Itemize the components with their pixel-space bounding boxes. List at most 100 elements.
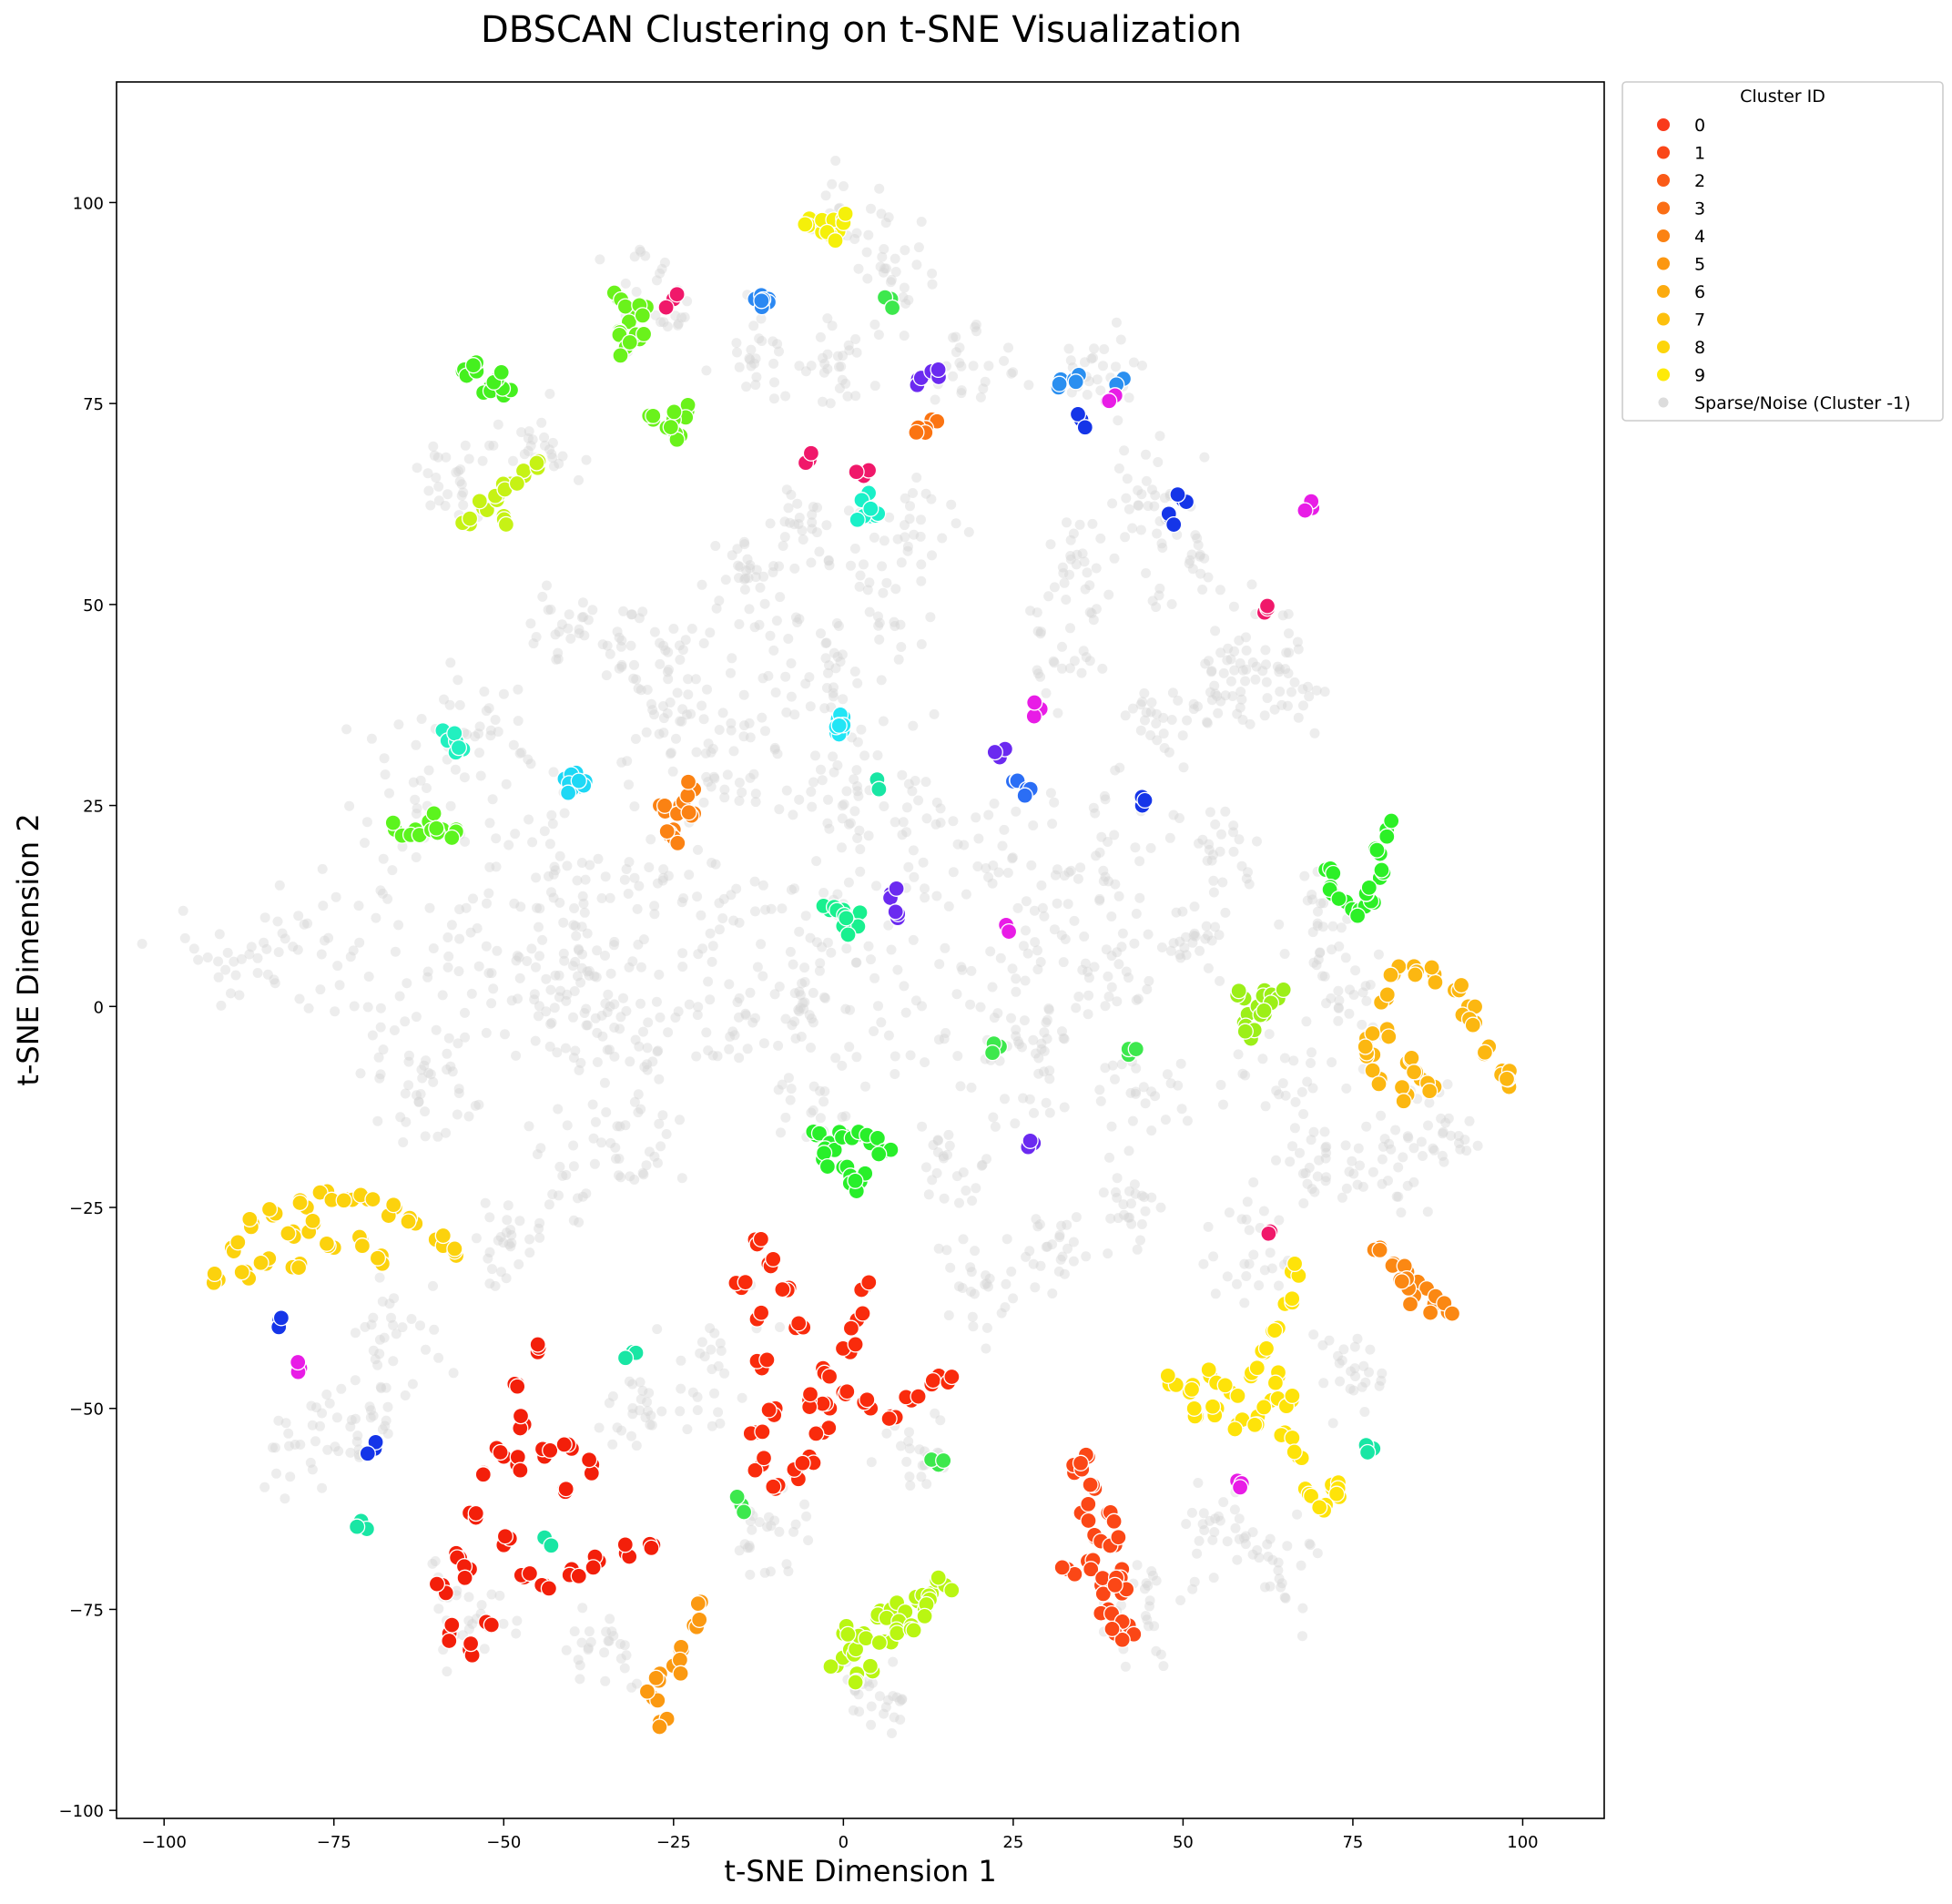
noise-point bbox=[1320, 1176, 1331, 1186]
noise-point bbox=[1314, 1155, 1325, 1166]
noise-point bbox=[890, 1069, 900, 1079]
noise-point bbox=[311, 1402, 321, 1413]
noise-point bbox=[574, 1064, 585, 1075]
noise-point bbox=[513, 993, 523, 1004]
noise-point bbox=[909, 871, 920, 882]
noise-point bbox=[668, 624, 679, 634]
noise-point bbox=[1000, 1302, 1011, 1313]
noise-point bbox=[563, 623, 574, 634]
noise-point bbox=[1210, 819, 1221, 830]
noise-point bbox=[188, 943, 199, 954]
noise-point bbox=[581, 1020, 592, 1031]
noise-point bbox=[1052, 864, 1062, 875]
noise-point bbox=[963, 526, 974, 537]
noise-point bbox=[1277, 610, 1288, 621]
noise-point bbox=[605, 968, 616, 979]
noise-point bbox=[1247, 1549, 1258, 1560]
noise-point bbox=[726, 725, 737, 736]
cluster-point bbox=[497, 515, 515, 534]
noise-point bbox=[1141, 449, 1151, 460]
cluster-point bbox=[1069, 405, 1087, 423]
noise-point bbox=[413, 1096, 424, 1107]
noise-point bbox=[1235, 687, 1246, 697]
cluster-point bbox=[318, 1235, 336, 1252]
noise-point bbox=[375, 885, 386, 896]
noise-point bbox=[1215, 1080, 1226, 1090]
cluster-point bbox=[474, 1466, 492, 1483]
noise-point bbox=[796, 1032, 807, 1042]
noise-point bbox=[600, 871, 611, 882]
cluster-point bbox=[1296, 502, 1314, 519]
noise-point bbox=[795, 990, 806, 1001]
noise-point bbox=[981, 863, 991, 873]
noise-point bbox=[647, 1056, 658, 1067]
cluster-point bbox=[1383, 812, 1400, 830]
noise-point bbox=[592, 1057, 603, 1067]
noise-point bbox=[1165, 945, 1176, 956]
noise-point bbox=[1207, 1534, 1218, 1545]
noise-point bbox=[302, 918, 313, 929]
cluster-point bbox=[428, 820, 445, 837]
noise-point bbox=[629, 872, 640, 883]
noise-point bbox=[969, 1288, 980, 1299]
noise-point bbox=[869, 319, 880, 330]
noise-point bbox=[772, 748, 783, 759]
noise-point bbox=[525, 441, 536, 451]
noise-point bbox=[1035, 671, 1046, 682]
noise-point bbox=[487, 1264, 497, 1275]
noise-point bbox=[336, 1383, 347, 1394]
noise-point bbox=[576, 1637, 587, 1648]
cluster-point bbox=[924, 1371, 941, 1390]
noise-point bbox=[1439, 1156, 1449, 1167]
noise-point bbox=[826, 947, 837, 958]
cluster-point bbox=[810, 1125, 829, 1142]
noise-point bbox=[832, 351, 843, 361]
noise-point bbox=[1318, 898, 1329, 909]
noise-point bbox=[645, 1420, 656, 1431]
noise-point bbox=[819, 358, 830, 369]
noise-point bbox=[626, 1682, 637, 1693]
noise-point bbox=[844, 1042, 855, 1053]
noise-point bbox=[799, 977, 810, 987]
noise-point bbox=[876, 1017, 887, 1028]
noise-point bbox=[473, 1099, 484, 1110]
cluster-c-cyan-25 bbox=[828, 706, 852, 743]
noise-point bbox=[506, 1229, 517, 1240]
cluster-point bbox=[456, 1569, 473, 1586]
cluster-point bbox=[461, 510, 479, 527]
noise-point bbox=[902, 545, 913, 556]
noise-point bbox=[585, 860, 595, 871]
noise-point bbox=[1181, 932, 1192, 942]
noise-point bbox=[546, 1017, 557, 1028]
noise-point bbox=[1252, 1545, 1263, 1555]
noise-point bbox=[1223, 643, 1234, 654]
noise-point bbox=[280, 1418, 291, 1429]
noise-point bbox=[789, 988, 800, 999]
noise-point bbox=[360, 1321, 371, 1332]
noise-point bbox=[513, 952, 524, 962]
noise-point bbox=[978, 383, 989, 394]
noise-point bbox=[579, 1008, 590, 1018]
cluster-point bbox=[540, 1580, 558, 1597]
noise-point bbox=[1164, 832, 1175, 843]
noise-point bbox=[738, 689, 749, 700]
legend-marker bbox=[1656, 367, 1671, 382]
noise-point bbox=[1071, 1003, 1082, 1013]
noise-point bbox=[815, 958, 826, 969]
cluster-point bbox=[493, 363, 510, 382]
noise-point bbox=[1091, 850, 1102, 861]
noise-point bbox=[896, 1441, 906, 1451]
noise-point bbox=[740, 1008, 751, 1019]
noise-point bbox=[745, 987, 756, 998]
noise-point bbox=[885, 277, 896, 288]
noise-point bbox=[466, 988, 477, 999]
noise-point bbox=[1250, 674, 1261, 685]
noise-point bbox=[441, 452, 452, 463]
noise-point bbox=[1129, 938, 1140, 949]
noise-point bbox=[837, 842, 847, 853]
noise-point bbox=[1001, 1234, 1012, 1245]
noise-point bbox=[573, 971, 583, 982]
noise-point bbox=[1132, 1244, 1143, 1255]
noise-point bbox=[1263, 1552, 1274, 1562]
noise-point bbox=[366, 1319, 377, 1330]
